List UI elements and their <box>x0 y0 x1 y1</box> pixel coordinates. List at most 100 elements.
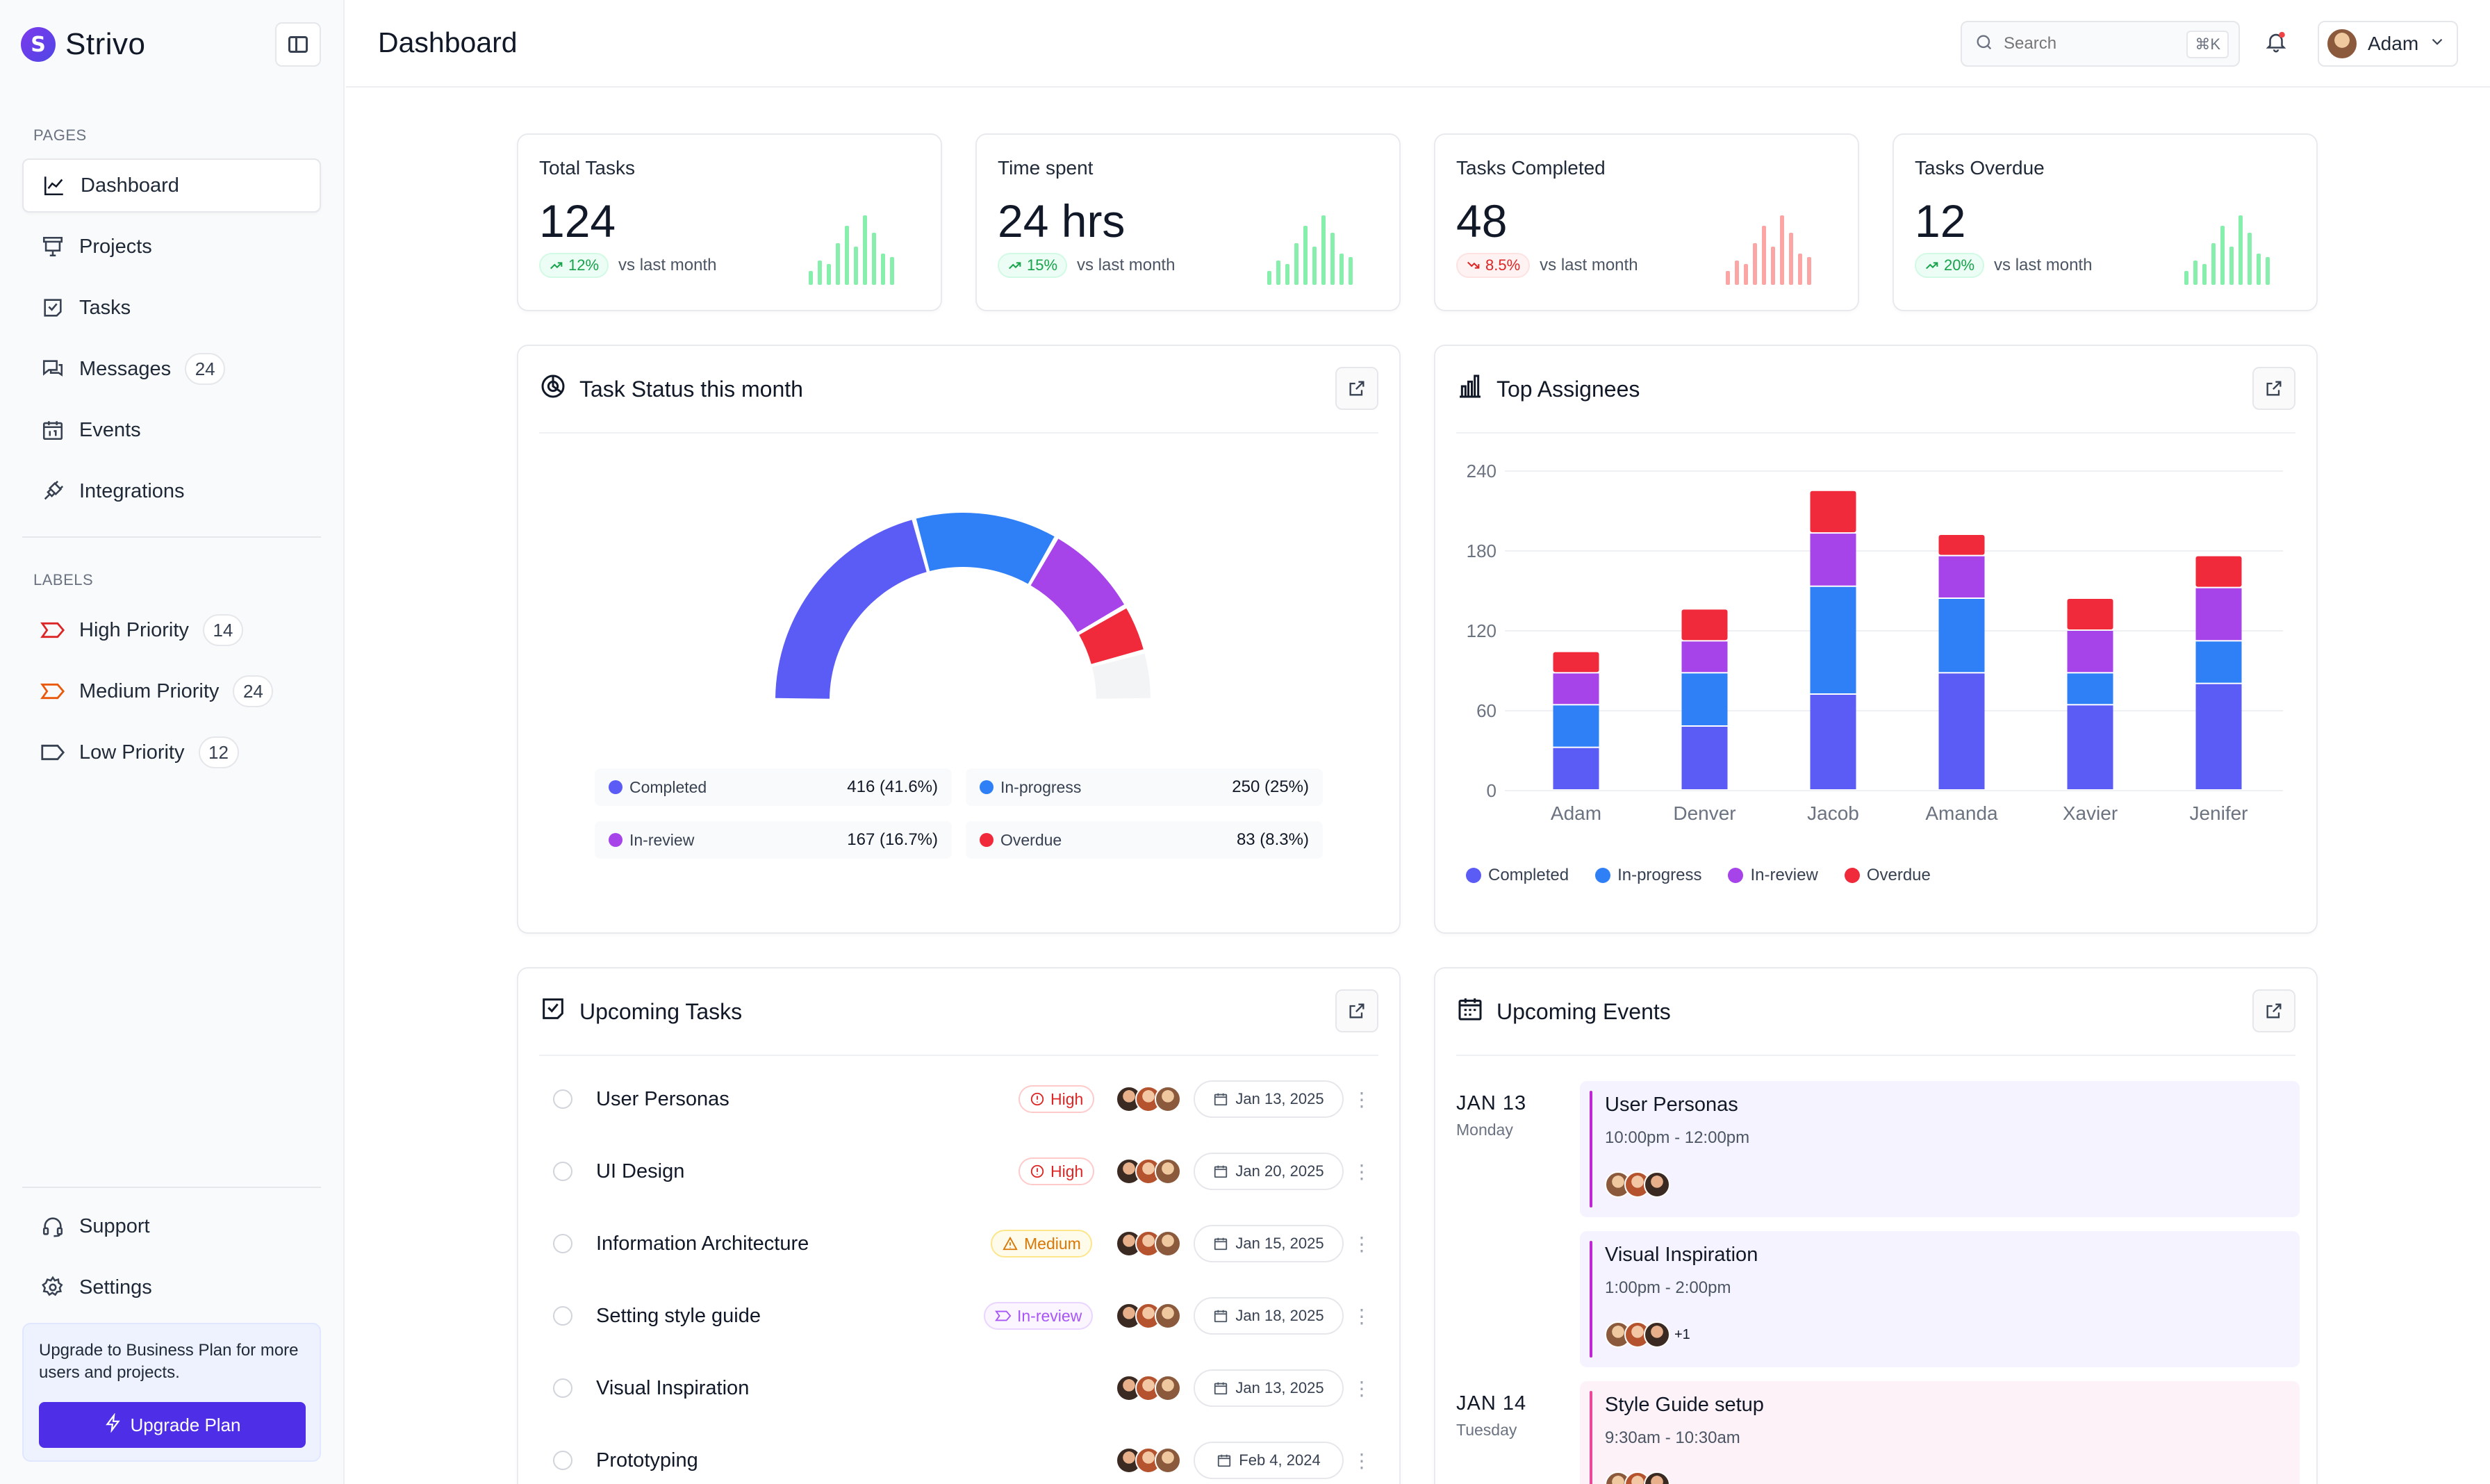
tag-label: In-review <box>1017 1306 1082 1325</box>
alert-circle-icon <box>1030 1164 1044 1178</box>
bar-in-review-jacob <box>1810 534 1856 586</box>
header-divider <box>1456 432 2295 434</box>
task-row[interactable]: Prototyping Feb 4, 2024 ⋮ <box>539 1433 1371 1484</box>
open-external-button[interactable] <box>1335 989 1378 1032</box>
calendar-icon <box>1214 1093 1228 1106</box>
messages-count-badge: 24 <box>185 353 226 385</box>
task-row[interactable]: Visual Inspiration Jan 13, 2025 ⋮ <box>539 1360 1371 1416</box>
search-input[interactable] <box>2004 34 2184 53</box>
lightning-icon <box>104 1412 122 1437</box>
task-checkbox[interactable] <box>553 1089 572 1109</box>
upgrade-button-label: Upgrade Plan <box>130 1414 241 1435</box>
bar-overdue-amanda <box>1938 535 1985 555</box>
sparkline-bar <box>1312 247 1317 285</box>
sidebar-item-projects[interactable]: Projects <box>22 220 321 274</box>
sidebar-item-label: Events <box>79 418 141 441</box>
sparkline-bar <box>2257 254 2261 285</box>
due-date: Jan 18, 2025 <box>1235 1307 1324 1324</box>
event-card[interactable]: Style Guide setup 9:30am - 10:30am <box>1580 1381 2300 1484</box>
more-options-icon[interactable]: ⋮ <box>1352 1304 1371 1328</box>
collapse-sidebar-button[interactable] <box>275 22 321 67</box>
y-tick-label: 60 <box>1476 700 1497 721</box>
legend-label: Completed <box>1488 866 1569 884</box>
legend-dot <box>1466 868 1481 883</box>
due-date-chip[interactable]: Feb 4, 2024 <box>1194 1442 1344 1479</box>
upgrade-plan-button[interactable]: Upgrade Plan <box>39 1402 306 1448</box>
open-external-button[interactable] <box>2252 989 2295 1032</box>
labels-section-label: LABELS <box>33 571 94 588</box>
stat-card-tasks-overdue: Tasks Overdue 12 20% vs last month <box>1893 133 2318 311</box>
calendar-icon <box>1214 1382 1228 1395</box>
open-external-button[interactable] <box>1335 367 1378 410</box>
more-options-icon[interactable]: ⋮ <box>1352 1376 1371 1400</box>
stat-label: Tasks Overdue <box>1915 157 2045 179</box>
task-checkbox[interactable] <box>553 1162 572 1181</box>
task-checkbox[interactable] <box>553 1451 572 1470</box>
sidebar-item-dashboard[interactable]: Dashboard <box>22 158 321 213</box>
task-row[interactable]: Setting style guide In-review Jan 18, 20… <box>539 1288 1371 1344</box>
search-box[interactable]: ⌘K <box>1961 21 2240 67</box>
app-logo[interactable]: Strivo <box>21 25 145 64</box>
due-date-chip[interactable]: Jan 20, 2025 <box>1194 1153 1344 1190</box>
due-date-chip[interactable]: Jan 13, 2025 <box>1194 1080 1344 1118</box>
open-external-button[interactable] <box>2252 367 2295 410</box>
more-options-icon[interactable]: ⋮ <box>1352 1232 1371 1255</box>
legend-value: 167 (16.7%) <box>847 830 938 849</box>
task-checkbox[interactable] <box>553 1234 572 1253</box>
bar-in-progress-amanda <box>1938 599 1985 673</box>
pages-section-label: PAGES <box>33 126 87 144</box>
event-title: Visual Inspiration <box>1605 1244 1758 1266</box>
event-card[interactable]: Visual Inspiration 1:00pm - 2:00pm +1 <box>1580 1231 2300 1367</box>
more-options-icon[interactable]: ⋮ <box>1352 1087 1371 1111</box>
event-card[interactable]: User Personas 10:00pm - 12:00pm <box>1580 1081 2300 1217</box>
stat-value: 124 <box>539 195 616 247</box>
task-row[interactable]: User Personas High Jan 13, 2025 ⋮ <box>539 1071 1371 1127</box>
legend-label: In-review <box>1750 866 1818 884</box>
due-date-chip[interactable]: Jan 13, 2025 <box>1194 1369 1344 1407</box>
task-checkbox[interactable] <box>553 1306 572 1326</box>
sidebar-item-settings[interactable]: Settings <box>22 1260 321 1314</box>
task-checkbox[interactable] <box>553 1378 572 1398</box>
sparkline-bar <box>1303 226 1308 285</box>
gear-icon <box>40 1275 65 1300</box>
chevron-down-icon <box>2428 33 2446 56</box>
trend-percent: 20% <box>1944 256 1975 274</box>
sparkline-bar <box>1330 233 1335 285</box>
legend-item: In-review <box>1728 866 1818 885</box>
x-tick-label: Xavier <box>2063 802 2118 824</box>
more-options-icon[interactable]: ⋮ <box>1352 1160 1371 1183</box>
task-row[interactable]: Information Architecture Medium Jan 15, … <box>539 1216 1371 1271</box>
spark-bars <box>1267 215 1353 285</box>
task-row[interactable]: UI Design High Jan 20, 2025 ⋮ <box>539 1144 1371 1199</box>
y-tick-label: 0 <box>1487 780 1497 801</box>
bar-overdue-jacob <box>1810 490 1856 533</box>
trend-pill: 15% <box>998 253 1068 278</box>
label-count-badge: 12 <box>198 736 239 768</box>
label-count-badge: 14 <box>202 614 243 646</box>
sparkline-bar <box>2266 257 2270 285</box>
due-date-chip[interactable]: Jan 18, 2025 <box>1194 1297 1344 1335</box>
sidebar-item-events[interactable]: Events <box>22 403 321 457</box>
sidebar-item-label: Dashboard <box>81 174 179 197</box>
task-assignees <box>1116 1303 1181 1329</box>
task-status-donut-chart <box>775 513 1151 699</box>
bar-overdue-adam <box>1553 652 1599 673</box>
sidebar-label-medium-priority[interactable]: Medium Priority 24 <box>22 664 321 718</box>
sidebar-item-tasks[interactable]: Tasks <box>22 281 321 335</box>
task-name: Visual Inspiration <box>596 1376 750 1399</box>
sidebar-item-messages[interactable]: Messages 24 <box>22 342 321 396</box>
label-tag-icon <box>995 1310 1012 1321</box>
sparkline-bar <box>845 226 849 285</box>
event-attendees <box>1605 1471 1670 1484</box>
due-date-chip[interactable]: Jan 15, 2025 <box>1194 1225 1344 1262</box>
more-options-icon[interactable]: ⋮ <box>1352 1449 1371 1472</box>
priority-tag: High <box>1019 1157 1095 1185</box>
sidebar-label-high-priority[interactable]: High Priority 14 <box>22 603 321 657</box>
notification-button[interactable] <box>2261 28 2291 58</box>
user-menu-button[interactable]: Adam <box>2318 21 2458 67</box>
bar-completed-xavier <box>2067 705 2113 789</box>
top-assignees-bar-chart: 0 60 120 180 240 Adam Denver Jacob Amanda Xavier J… <box>1467 461 2283 824</box>
sidebar-item-support[interactable]: Support <box>22 1199 321 1253</box>
sidebar-item-integrations[interactable]: Integrations <box>22 464 321 518</box>
sidebar-label-low-priority[interactable]: Low Priority 12 <box>22 725 321 780</box>
